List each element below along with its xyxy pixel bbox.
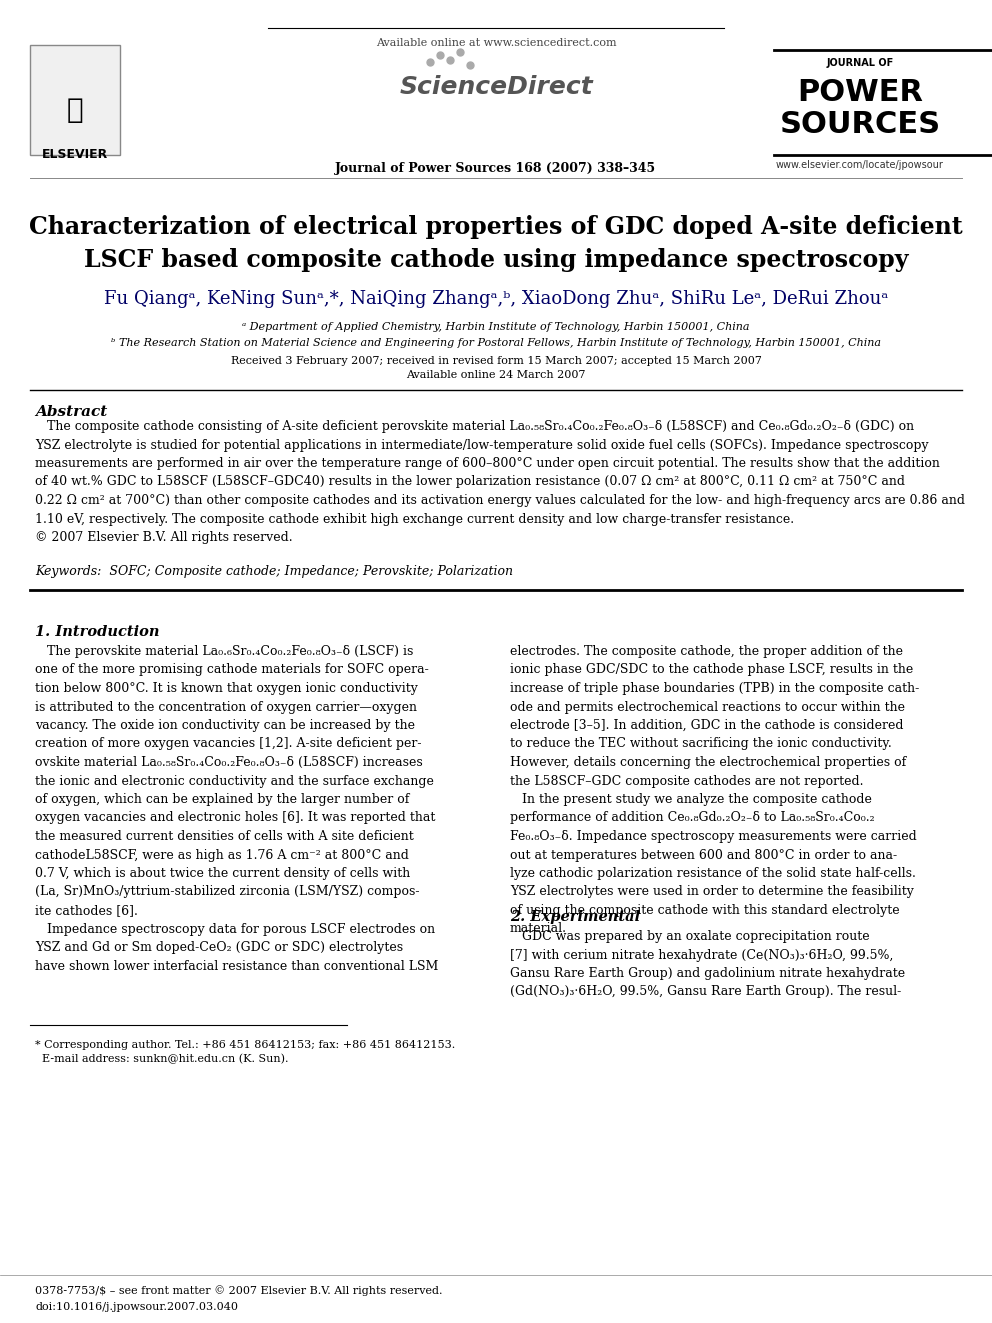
Text: ᵃ Department of Applied Chemistry, Harbin Institute of Technology, Harbin 150001: ᵃ Department of Applied Chemistry, Harbi… — [242, 321, 750, 332]
Text: Characterization of electrical properties of GDC doped A-site deficient
LSCF bas: Characterization of electrical propertie… — [29, 216, 963, 273]
Text: Fu Qiangᵃ, KeNing Sunᵃ,*, NaiQing Zhangᵃ,ᵇ, XiaoDong Zhuᵃ, ShiRu Leᵃ, DeRui Zhou: Fu Qiangᵃ, KeNing Sunᵃ,*, NaiQing Zhangᵃ… — [104, 290, 888, 308]
Text: The perovskite material La₀.₆Sr₀.₄Co₀.₂Fe₀.₈O₃₋δ (LSCF) is
one of the more promi: The perovskite material La₀.₆Sr₀.₄Co₀.₂F… — [35, 646, 438, 972]
Text: POWER: POWER — [797, 78, 923, 107]
Text: JOURNAL OF: JOURNAL OF — [826, 58, 894, 67]
Text: ELSEVIER: ELSEVIER — [42, 148, 108, 161]
Text: electrodes. The composite cathode, the proper addition of the
ionic phase GDC/SD: electrodes. The composite cathode, the p… — [510, 646, 920, 935]
Text: * Corresponding author. Tel.: +86 451 86412153; fax: +86 451 86412153.
  E-mail : * Corresponding author. Tel.: +86 451 86… — [35, 1040, 455, 1065]
Text: Available online at www.sciencedirect.com: Available online at www.sciencedirect.co… — [376, 38, 616, 48]
Text: ScienceDirect: ScienceDirect — [399, 75, 593, 99]
Text: GDC was prepared by an oxalate coprecipitation route
[7] with cerium nitrate hex: GDC was prepared by an oxalate coprecipi… — [510, 930, 905, 999]
FancyBboxPatch shape — [30, 45, 120, 155]
Text: doi:10.1016/j.jpowsour.2007.03.040: doi:10.1016/j.jpowsour.2007.03.040 — [35, 1302, 238, 1312]
Text: ᵇ The Research Station on Material Science and Engineering for Postoral Fellows,: ᵇ The Research Station on Material Scien… — [111, 337, 881, 348]
Text: 2. Experimental: 2. Experimental — [510, 910, 640, 923]
Text: 0378-7753/$ – see front matter © 2007 Elsevier B.V. All rights reserved.: 0378-7753/$ – see front matter © 2007 El… — [35, 1285, 442, 1295]
Text: SOURCES: SOURCES — [780, 110, 940, 139]
Text: Abstract: Abstract — [35, 405, 107, 419]
Text: Available online 24 March 2007: Available online 24 March 2007 — [407, 370, 585, 380]
Text: The composite cathode consisting of A-site deficient perovskite material La₀.₅₈S: The composite cathode consisting of A-si… — [35, 419, 965, 544]
Text: Received 3 February 2007; received in revised form 15 March 2007; accepted 15 Ma: Received 3 February 2007; received in re… — [230, 356, 762, 366]
Text: Journal of Power Sources 168 (2007) 338–345: Journal of Power Sources 168 (2007) 338–… — [335, 161, 657, 175]
Text: 🌳: 🌳 — [66, 97, 83, 124]
Text: 1. Introduction: 1. Introduction — [35, 624, 160, 639]
Text: www.elsevier.com/locate/jpowsour: www.elsevier.com/locate/jpowsour — [776, 160, 944, 169]
Text: Keywords:  SOFC; Composite cathode; Impedance; Perovskite; Polarization: Keywords: SOFC; Composite cathode; Imped… — [35, 565, 513, 578]
